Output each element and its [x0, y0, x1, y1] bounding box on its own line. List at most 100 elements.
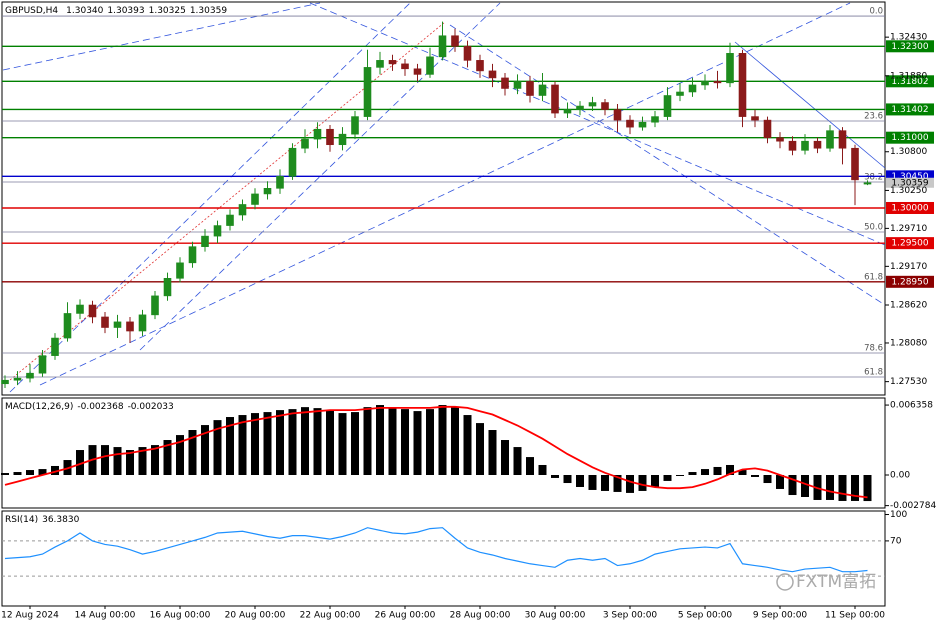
candle — [63, 302, 72, 342]
candle-body — [13, 377, 22, 381]
trend-line — [139, 2, 501, 351]
candle — [651, 110, 659, 128]
candle-body — [151, 295, 159, 316]
macd-bar — [126, 450, 134, 475]
candle-body — [551, 84, 559, 114]
x-tick-label: 20 Aug 00:00 — [225, 611, 286, 621]
y-tick-label: 1.30800 — [890, 147, 927, 157]
price-level-box — [886, 201, 934, 214]
candle — [426, 47, 434, 78]
candle-body — [251, 193, 259, 205]
candle — [251, 188, 259, 210]
plot-layer: 0.0 23.6 38.2 50.0 61.8 78.6 61.8 12 Aug 2024 14… — [1, 7, 936, 621]
x-tick-label: 5 Sep 00:00 — [678, 611, 733, 621]
macd-bar — [363, 407, 372, 475]
macd-bar — [113, 447, 122, 475]
macd-bar — [101, 445, 109, 475]
main-panel-frame — [1, 1, 886, 396]
candle-body — [676, 91, 684, 96]
candle — [726, 42, 734, 88]
macd-bar — [638, 475, 647, 491]
price-level-box — [886, 103, 934, 116]
macd-bar — [513, 447, 522, 475]
candle-body — [88, 304, 97, 318]
x-tick-label: 22 Aug 00:00 — [300, 611, 361, 621]
candle — [101, 312, 109, 334]
y-tick-label: 1.29710 — [890, 224, 927, 234]
candle — [863, 180, 872, 186]
candle — [301, 129, 309, 154]
candle — [338, 127, 347, 151]
macd-bar — [826, 475, 834, 500]
candle-body — [213, 225, 222, 237]
candle-body — [738, 53, 747, 117]
macd-bar — [438, 405, 447, 475]
candle — [838, 127, 847, 165]
candle-body — [563, 109, 572, 114]
candle — [313, 122, 322, 149]
candle-body — [201, 235, 209, 247]
candle-body — [376, 60, 384, 68]
candle — [201, 229, 209, 252]
price-level-box — [886, 75, 934, 88]
candle — [801, 134, 809, 155]
trend-lines — [2, 2, 886, 393]
candle-body — [326, 128, 334, 146]
macd-bar — [551, 475, 559, 478]
macd-label: MACD(12,26,9) — [5, 402, 73, 412]
trend-line — [9, 2, 411, 393]
macd-bar — [401, 409, 409, 475]
candle-body — [238, 204, 247, 216]
candle-body — [813, 140, 822, 149]
fib-level-label: 61.8 — [864, 368, 883, 378]
y-tick-label: 0.006358 — [890, 401, 933, 411]
macd-bar — [763, 475, 772, 484]
price-level-label: 1.30000 — [891, 203, 928, 213]
candle-body — [851, 147, 859, 181]
candle — [476, 54, 484, 78]
macd-bar — [626, 475, 634, 493]
macd-bar — [713, 466, 722, 475]
high-label: 1.30393 — [107, 6, 144, 16]
macd-bar — [13, 472, 22, 475]
x-tick-label: 12 Aug 2024 — [1, 611, 59, 621]
price-level-label: 1.29500 — [891, 239, 928, 249]
macd-bar — [38, 469, 47, 475]
macd-bar — [51, 465, 59, 475]
rsi-header: RSI(14) 36.3830 — [5, 515, 80, 525]
candle-body — [138, 314, 147, 332]
x-tick-label: 30 Aug 00:00 — [525, 611, 586, 621]
candle — [551, 81, 559, 119]
macd-bar — [488, 430, 497, 475]
fib-level-label: 0.0 — [869, 7, 883, 17]
candle — [263, 181, 272, 200]
candle — [501, 73, 509, 96]
candle — [488, 63, 497, 88]
candle — [1, 375, 9, 388]
last-price-box — [886, 177, 934, 188]
candle — [538, 73, 547, 102]
candle — [451, 28, 459, 52]
macd-value: -0.002368 — [77, 402, 123, 412]
candle — [738, 49, 747, 128]
candle — [38, 350, 47, 377]
macd-bar — [326, 410, 334, 475]
macd-bar — [526, 457, 534, 475]
macd-bar — [726, 464, 734, 475]
candle-body — [613, 109, 622, 121]
macd-bar — [738, 470, 747, 475]
candle-body — [451, 35, 459, 47]
candle-body — [176, 262, 184, 279]
candle — [326, 125, 334, 152]
candle-body — [263, 188, 272, 195]
candle-body — [476, 60, 484, 72]
signal-line — [4, 405, 868, 499]
fib-level-label: 78.6 — [864, 344, 883, 354]
macd-bar — [226, 417, 234, 475]
macd-bar — [751, 475, 759, 477]
macd-bar — [701, 469, 709, 475]
macd-bar — [238, 415, 247, 475]
y-tick-label: 100 — [890, 510, 907, 520]
